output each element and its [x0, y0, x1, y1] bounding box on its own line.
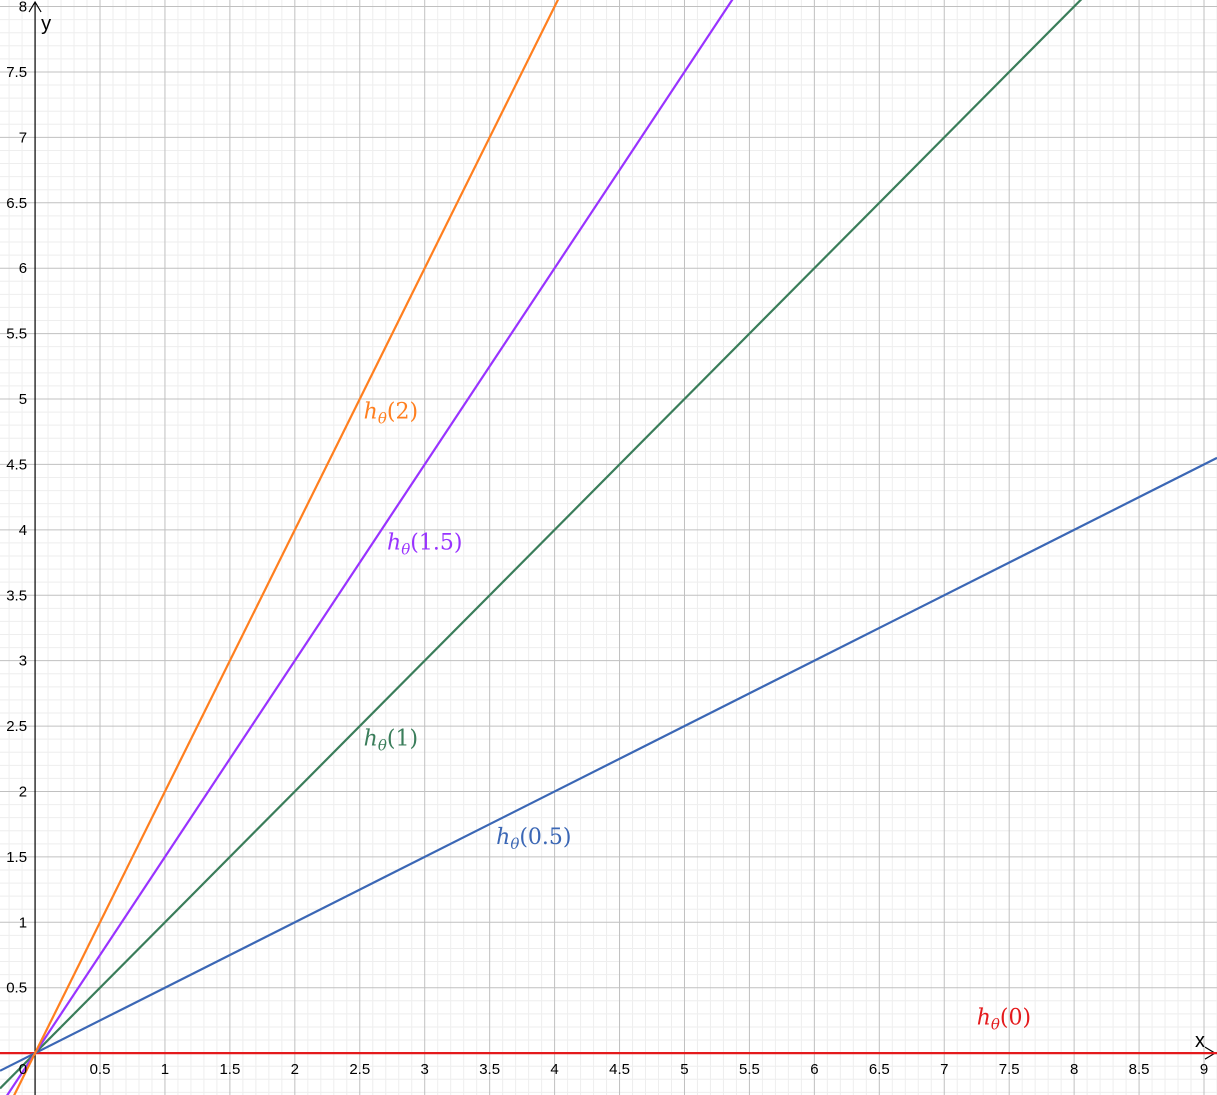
series-label-main: h [364, 400, 378, 425]
y-tick-label: 6.5 [6, 195, 27, 212]
y-tick-label: 4.5 [6, 456, 27, 473]
series-label-main: h [496, 825, 510, 850]
series-label: hθ(0.5) [496, 825, 571, 853]
y-tick-label: 3.5 [6, 587, 27, 604]
series-label-arg: (1) [387, 727, 418, 752]
y-tick-label: 7 [19, 129, 27, 146]
series-label-arg: (1.5) [410, 530, 462, 555]
x-tick-label: 6.5 [869, 1061, 890, 1078]
y-tick-label: 6 [19, 260, 27, 277]
series-label: hθ(1) [364, 727, 418, 755]
series-label-sub: θ [378, 737, 387, 755]
series-label-sub: θ [378, 410, 387, 428]
series-label-sub: θ [401, 540, 410, 558]
x-tick-label: 7.5 [999, 1061, 1020, 1078]
y-tick-label: 1 [19, 914, 27, 931]
x-tick-label: 5.5 [739, 1061, 760, 1078]
series-label-main: h [387, 530, 401, 555]
y-axis-arrow [28, 0, 42, 13]
series-label-sub: θ [510, 835, 519, 853]
series-label: hθ(0) [977, 1005, 1031, 1033]
x-tick-label: 3 [421, 1061, 429, 1078]
y-tick-label: 5.5 [6, 326, 27, 343]
tick-labels: 0.5 1 1.5 2 2.5 3 3.5 4 4.5 5 5.5 6 6.5 7 7.5 8 8.5 9 0.5 1… [6, 0, 1208, 1078]
y-tick-label: 3 [19, 653, 27, 670]
x-tick-label: 6 [810, 1061, 818, 1078]
x-tick-label: 5 [680, 1061, 688, 1078]
x-tick-label: 4 [550, 1061, 558, 1078]
x-tick-label: 7 [940, 1061, 948, 1078]
x-tick-label: 0.5 [90, 1061, 111, 1078]
x-tick-label: 2 [291, 1061, 299, 1078]
y-tick-label: 0.5 [6, 980, 27, 997]
x-tick-label: 1 [161, 1061, 169, 1078]
series-label: hθ(2) [364, 400, 418, 428]
x-tick-label: 1.5 [219, 1061, 240, 1078]
y-tick-label: 2 [19, 783, 27, 800]
series-label-arg: (2) [387, 400, 418, 425]
y-axis-label: y [41, 13, 51, 35]
x-tick-label: 2.5 [349, 1061, 370, 1078]
series-label-main: h [364, 727, 378, 752]
y-tick-label: 4 [19, 522, 27, 539]
series-label-main: h [977, 1005, 991, 1030]
y-tick-label: 5 [19, 391, 27, 408]
series-label: hθ(1.5) [387, 530, 462, 558]
series-line [0, 456, 1217, 1072]
x-tick-label: 8.5 [1129, 1061, 1150, 1078]
series-label-arg: (0) [1000, 1005, 1031, 1030]
x-tick-label: 8 [1070, 1061, 1078, 1078]
y-tick-label: 2.5 [6, 718, 27, 735]
series-label-sub: θ [991, 1015, 1000, 1033]
origin-label: 0 [19, 1061, 27, 1078]
x-axis-label: x [1195, 1030, 1205, 1052]
series-label-arg: (0.5) [519, 825, 571, 850]
x-tick-label: 4.5 [609, 1061, 630, 1078]
y-tick-label: 8 [19, 0, 27, 16]
x-tick-label: 9 [1200, 1061, 1208, 1078]
x-tick-label: 3.5 [479, 1061, 500, 1078]
series-labels: hθ(0)hθ(0.5)hθ(1)hθ(1.5)hθ(2) [364, 400, 1031, 1034]
y-tick-label: 7.5 [6, 64, 27, 81]
y-tick-label: 1.5 [6, 849, 27, 866]
